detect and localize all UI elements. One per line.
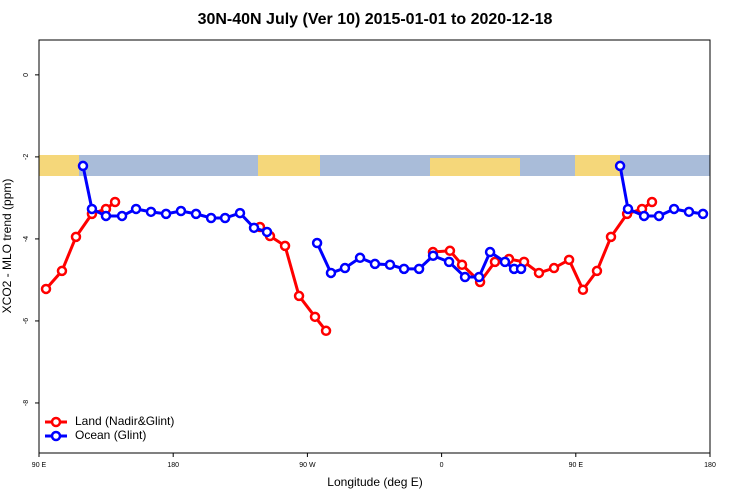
point: [354, 252, 366, 264]
map-band: [39, 155, 710, 176]
point: [339, 262, 351, 274]
point: [309, 311, 321, 323]
point: [398, 263, 410, 275]
x-tick-label: 180: [167, 462, 179, 469]
legend-label: Land (Nadir&Glint): [75, 414, 174, 428]
point: [205, 212, 217, 224]
point: [473, 271, 485, 283]
point: [261, 226, 273, 238]
point: [293, 290, 305, 302]
map-land: [575, 155, 620, 176]
point: [638, 210, 650, 222]
point: [548, 262, 560, 274]
point: [443, 256, 455, 268]
point: [311, 237, 323, 249]
point: [577, 284, 589, 296]
point: [325, 267, 337, 279]
point: [160, 208, 172, 220]
point: [646, 196, 658, 208]
x-axis-title: Longitude (deg E): [327, 475, 422, 489]
point: [533, 267, 545, 279]
point: [369, 258, 381, 270]
map-land: [39, 155, 79, 176]
y-tick-label: -2: [23, 154, 30, 160]
point: [248, 222, 260, 234]
point: [697, 208, 709, 220]
point: [279, 240, 291, 252]
map-land: [258, 155, 320, 176]
point: [614, 160, 626, 172]
point: [219, 212, 231, 224]
point: [100, 210, 112, 222]
plot-frame: [38, 39, 711, 454]
point: [489, 256, 501, 268]
point: [459, 271, 471, 283]
point: [683, 206, 695, 218]
legend-marker: [50, 416, 62, 428]
point: [499, 256, 511, 268]
point: [130, 203, 142, 215]
y-axis-title: XCO2 - MLO trend (ppm): [0, 179, 14, 314]
point: [145, 206, 157, 218]
series-line: [81, 165, 704, 279]
point: [384, 259, 396, 271]
point: [190, 208, 202, 220]
point: [413, 263, 425, 275]
point: [444, 245, 456, 257]
x-tick-label: 90 E: [569, 462, 584, 469]
legend-marker: [50, 430, 62, 442]
legend-label: Ocean (Glint): [75, 428, 146, 442]
point: [86, 203, 98, 215]
chart-title: 30N-40N July (Ver 10) 2015-01-01 to 2020…: [198, 11, 553, 28]
y-tick-label: -4: [23, 236, 30, 242]
x-tick-label: 180: [704, 462, 716, 469]
point: [116, 210, 128, 222]
point: [605, 231, 617, 243]
point: [77, 160, 89, 172]
point: [622, 203, 634, 215]
y-tick-label: 0: [23, 73, 30, 77]
point: [427, 250, 439, 261]
point: [109, 196, 121, 208]
point: [70, 231, 82, 243]
x-tick-label: 90 E: [32, 462, 47, 469]
x-tick-label: 0: [440, 462, 444, 469]
y-tick-label: -8: [23, 400, 30, 406]
y-tick-label: -6: [23, 318, 30, 324]
point: [515, 263, 527, 275]
point: [591, 265, 603, 277]
point: [40, 283, 52, 295]
point: [320, 325, 332, 337]
point: [234, 207, 246, 219]
point: [563, 254, 575, 266]
x-tick-label: 90 W: [299, 462, 316, 469]
point: [175, 205, 187, 217]
map-land: [430, 158, 520, 176]
point: [56, 265, 68, 277]
point: [456, 259, 468, 271]
point: [484, 246, 496, 258]
map-ocean: [39, 155, 710, 176]
point: [668, 203, 680, 215]
point: [653, 210, 665, 222]
